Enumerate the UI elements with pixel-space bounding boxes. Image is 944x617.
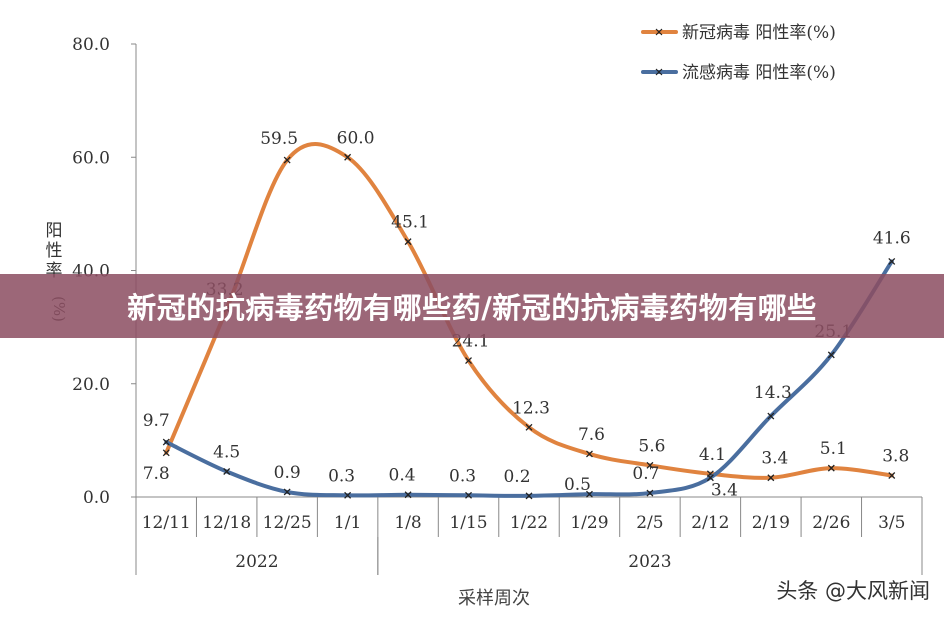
data-label: 12.3 bbox=[512, 398, 550, 418]
data-label: 59.5 bbox=[260, 129, 298, 149]
legend-marker bbox=[655, 68, 663, 76]
data-point-marker bbox=[525, 492, 533, 500]
x-tick-label: 2/5 bbox=[636, 513, 663, 533]
data-label: 7.8 bbox=[143, 464, 170, 484]
x-tick-label: 12/11 bbox=[142, 513, 191, 533]
data-point-marker bbox=[586, 490, 593, 498]
data-label: 5.6 bbox=[638, 436, 665, 456]
data-label: 14.3 bbox=[754, 383, 792, 403]
data-label: 9.7 bbox=[143, 411, 170, 431]
year-group-label: 2023 bbox=[628, 552, 671, 572]
data-point-marker bbox=[767, 474, 775, 482]
x-tick-label: 12/25 bbox=[263, 513, 312, 533]
x-tick-label: 1/29 bbox=[570, 513, 608, 533]
data-label: 45.1 bbox=[391, 213, 429, 233]
data-point-marker bbox=[525, 423, 533, 431]
data-label: 0.7 bbox=[632, 464, 659, 484]
data-label: 0.2 bbox=[503, 467, 530, 487]
x-tick-label: 2/26 bbox=[812, 513, 850, 533]
data-label: 7.6 bbox=[578, 425, 605, 445]
data-label: 0.9 bbox=[274, 463, 301, 483]
data-point-marker bbox=[223, 468, 231, 475]
data-point-marker bbox=[888, 257, 896, 265]
x-tick-label: 1/22 bbox=[510, 513, 548, 533]
banner-title: 新冠的抗病毒药物有哪些药/新冠的抗病毒药物有哪些 bbox=[127, 291, 817, 325]
x-tick-label: 1/8 bbox=[394, 513, 421, 533]
x-tick-label: 1/15 bbox=[449, 513, 487, 533]
data-label: 4.5 bbox=[213, 443, 240, 463]
x-tick-label: 2/19 bbox=[752, 513, 790, 533]
x-tick-label: 2/12 bbox=[691, 513, 729, 533]
data-point-marker bbox=[646, 489, 654, 497]
data-point-marker bbox=[404, 491, 412, 499]
data-label: 60.0 bbox=[337, 128, 375, 148]
x-tick-label: 1/1 bbox=[334, 513, 361, 533]
data-label: 41.6 bbox=[873, 228, 911, 248]
data-label: 0.5 bbox=[564, 475, 591, 495]
data-label: 3.4 bbox=[711, 481, 738, 501]
title-banner: 新冠的抗病毒药物有哪些药/新冠的抗病毒药物有哪些 bbox=[0, 274, 944, 338]
data-label: 0.3 bbox=[449, 466, 476, 486]
y-tick-label: 20.0 bbox=[72, 375, 110, 395]
data-point-marker bbox=[706, 474, 714, 482]
data-point-marker bbox=[162, 449, 170, 457]
data-point-marker bbox=[827, 464, 835, 472]
data-point-marker bbox=[283, 156, 291, 164]
data-label: 0.4 bbox=[389, 466, 416, 486]
watermark: 头条 @大风新闻 bbox=[776, 579, 930, 603]
legend-marker bbox=[655, 28, 663, 36]
data-point-marker bbox=[344, 491, 352, 499]
data-label: 3.8 bbox=[882, 446, 909, 466]
data-point-marker bbox=[283, 488, 291, 496]
data-point-marker bbox=[162, 438, 170, 446]
y-tick-label: 0.0 bbox=[83, 488, 110, 508]
y-tick-label: 60.0 bbox=[72, 148, 110, 168]
data-point-marker bbox=[646, 461, 654, 469]
data-point-marker bbox=[767, 412, 775, 420]
data-point-marker bbox=[586, 450, 593, 458]
x-tick-label: 3/5 bbox=[878, 513, 905, 533]
data-point-marker bbox=[827, 351, 835, 359]
data-label: 4.1 bbox=[699, 445, 726, 465]
legend-label: 新冠病毒 阳性率(%) bbox=[682, 23, 836, 43]
data-label: 5.1 bbox=[820, 439, 847, 459]
series-line-covid bbox=[164, 142, 894, 480]
x-axis-title: 采样周次 bbox=[458, 588, 530, 609]
data-point-marker bbox=[465, 491, 472, 499]
x-tick-label: 12/18 bbox=[202, 513, 251, 533]
data-point-marker bbox=[888, 472, 896, 479]
legend-label: 流感病毒 阳性率(%) bbox=[682, 63, 836, 83]
data-point-marker bbox=[344, 153, 352, 161]
data-point-marker bbox=[465, 357, 472, 364]
data-label: 0.3 bbox=[328, 466, 355, 486]
year-group-label: 2022 bbox=[235, 552, 278, 572]
data-point-marker bbox=[404, 238, 412, 246]
data-label: 3.4 bbox=[761, 449, 788, 469]
y-tick-label: 80.0 bbox=[72, 35, 110, 55]
y-axis-label-char: 性 bbox=[46, 241, 63, 261]
y-axis-label-char: 阳 bbox=[46, 221, 63, 241]
